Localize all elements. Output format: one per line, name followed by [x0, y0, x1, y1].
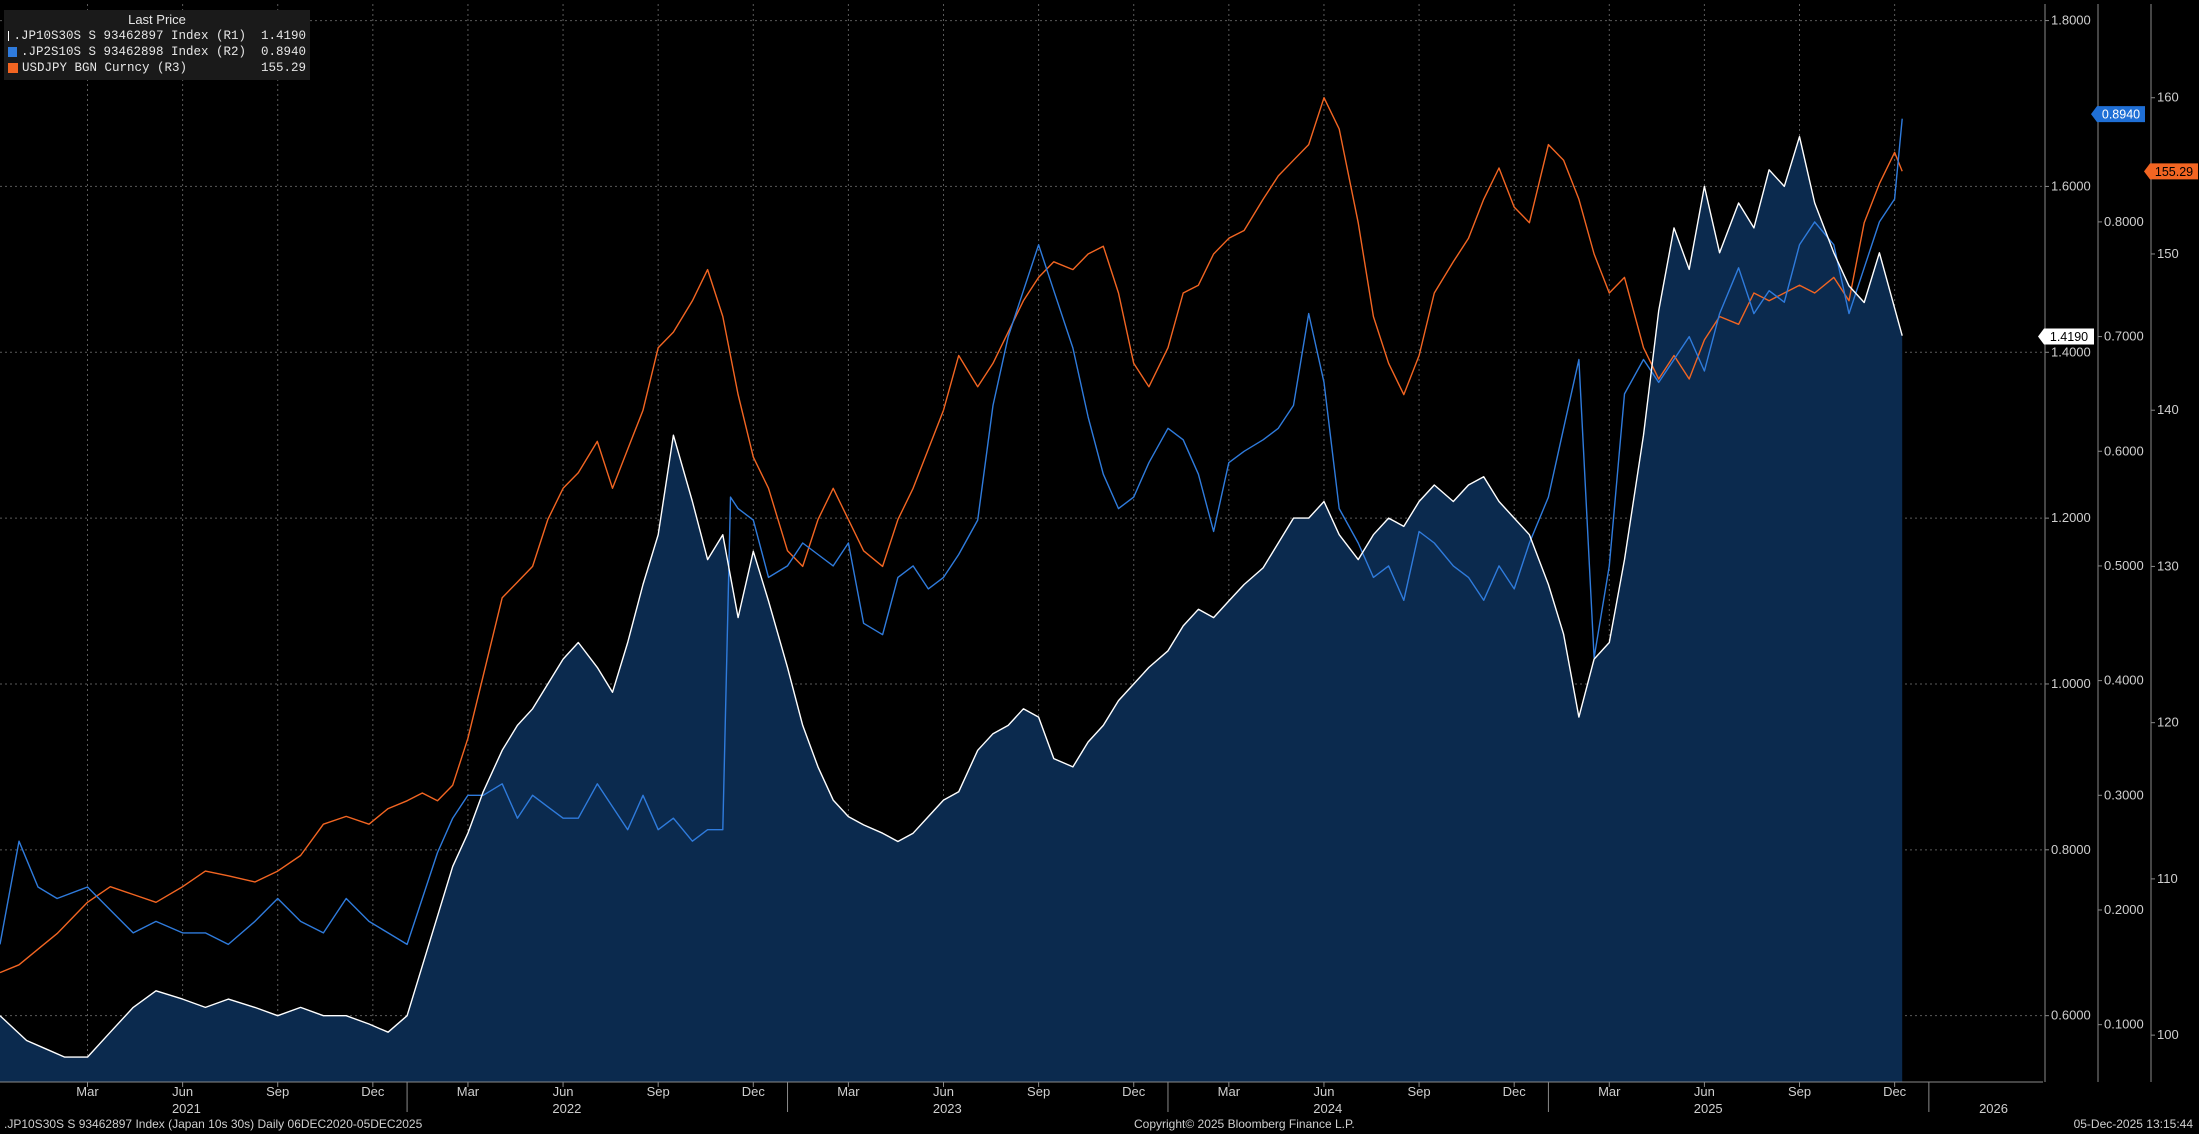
r2-tick-label: 0.2000 [2104, 902, 2144, 917]
last-value-text: 0.8940 [2102, 108, 2140, 122]
x-tick-label: Dec [1503, 1084, 1527, 1099]
x-tick-label: Dec [742, 1084, 766, 1099]
footer-description: .JP10S30S S 93462897 Index (Japan 10s 30… [4, 1117, 423, 1131]
last-value-text: 1.4190 [2050, 330, 2088, 344]
r2-series-line [0, 118, 1903, 946]
last-value-text: 155.29 [2155, 165, 2193, 179]
r2-tick-label: 0.3000 [2104, 787, 2144, 802]
legend-row-r3[interactable]: USDJPY BGN Curncy (R3) 155.29 [8, 60, 306, 76]
r2-tick-label: 0.1000 [2104, 1017, 2144, 1032]
x-tick-label: Mar [1218, 1084, 1241, 1099]
r3-tick-label: 160 [2157, 90, 2179, 105]
legend-value-r1: 1.4190 [260, 29, 306, 43]
x-tick-label: Jun [172, 1084, 193, 1099]
x-year-label: 2023 [933, 1101, 962, 1116]
r2-tick-label: 0.8000 [2104, 214, 2144, 229]
last-value-box [2091, 106, 2145, 123]
legend-label-r1: .JP10S30S S 93462897 Index (R1) [13, 29, 246, 43]
r3-tick-label: 120 [2157, 715, 2179, 730]
legend-swatch-r3 [8, 63, 18, 73]
r1-tick-label: 1.6000 [2051, 178, 2091, 193]
x-year-label: 2024 [1313, 1101, 1342, 1116]
x-tick-label: Sep [1407, 1084, 1430, 1099]
r1-tick-label: 0.6000 [2051, 1008, 2091, 1023]
x-year-label: 2026 [1979, 1101, 2008, 1116]
r1-area-layer [0, 136, 1903, 1082]
x-tick-label: Sep [647, 1084, 670, 1099]
x-tick-label: Mar [837, 1084, 860, 1099]
r1-series-line [0, 136, 1903, 1058]
x-tick-label: Jun [1694, 1084, 1715, 1099]
r1-area [0, 136, 1903, 1082]
last-value-box [2038, 328, 2094, 345]
footer-copyright: Copyright© 2025 Bloomberg Finance L.P. [1134, 1117, 1355, 1131]
r1-tick-label: 1.8000 [2051, 13, 2091, 28]
r3-tick-label: 100 [2157, 1027, 2179, 1042]
x-tick-label: Dec [1883, 1084, 1907, 1099]
r3-tick-label: 110 [2157, 871, 2178, 886]
x-tick-label: Mar [457, 1084, 480, 1099]
r2-tick-label: 0.6000 [2104, 443, 2144, 458]
x-year-label: 2022 [552, 1101, 581, 1116]
r3-tick-label: 150 [2157, 246, 2179, 261]
legend-row-r2[interactable]: .JP2S10S S 93462898 Index (R2) 0.8940 [8, 44, 306, 60]
legend-row-r1[interactable]: .JP10S30S S 93462897 Index (R1) 1.4190 [8, 28, 306, 44]
x-tick-label: Dec [361, 1084, 385, 1099]
y-axis-ticks: 1.8000 1.6000 1.4000 1.2000 1.0000 0.8000 0.60… [2045, 13, 2179, 1042]
legend-title: Last Price [128, 12, 186, 27]
r1-tick-label: 0.8000 [2051, 842, 2091, 857]
x-tick-label: Jun [553, 1084, 574, 1099]
series-lines [0, 97, 1903, 1058]
legend-label-r3: USDJPY BGN Curncy (R3) [22, 61, 188, 75]
r2-tick-label: 0.4000 [2104, 673, 2144, 688]
legend: Last Price .JP10S30S S 93462897 Index (R… [4, 10, 310, 80]
r1-last-value-label: 1.4190 [2038, 328, 2094, 345]
x-year-label: 2021 [172, 1101, 201, 1116]
x-year-label: 2025 [1694, 1101, 1723, 1116]
x-tick-label: Jun [1313, 1084, 1334, 1099]
r3-tick-label: 140 [2157, 402, 2179, 417]
r1-tick-label: 1.4000 [2051, 344, 2091, 359]
r2-tick-label: 0.5000 [2104, 558, 2144, 573]
last-value-box [2144, 163, 2198, 180]
r2-last-value-label: 0.8940 [2091, 106, 2145, 123]
r2-tick-label: 0.7000 [2104, 329, 2144, 344]
x-tick-label: Sep [1027, 1084, 1050, 1099]
x-tick-label: Sep [266, 1084, 289, 1099]
last-value-labels: 0.8940 155.29 1.4190 [2038, 106, 2198, 345]
r3-series-line [0, 97, 1903, 974]
footer-timestamp: 05-Dec-2025 13:15:44 [2073, 1117, 2193, 1131]
x-tick-label: Jun [933, 1084, 954, 1099]
r1-tick-label: 1.0000 [2051, 676, 2091, 691]
r3-tick-label: 130 [2157, 558, 2179, 573]
legend-value-r3: 155.29 [260, 61, 306, 75]
x-tick-label: Dec [1122, 1084, 1146, 1099]
x-tick-label: Mar [1598, 1084, 1621, 1099]
x-tick-label: Mar [76, 1084, 99, 1099]
r1-tick-label: 1.2000 [2051, 510, 2091, 525]
legend-swatch-r1 [8, 31, 10, 41]
r3-last-value-label: 155.29 [2144, 163, 2198, 180]
legend-swatch-r2 [8, 47, 17, 57]
legend-label-r2: .JP2S10S S 93462898 Index (R2) [20, 45, 246, 59]
axes [0, 4, 2152, 1112]
x-tick-label: Sep [1788, 1084, 1811, 1099]
x-axis-ticks: Mar Jun Sep Dec Mar Jun Sep Dec Mar Jun Sep Dec Mar J… [76, 1082, 2008, 1116]
legend-value-r2: 0.8940 [260, 45, 306, 59]
